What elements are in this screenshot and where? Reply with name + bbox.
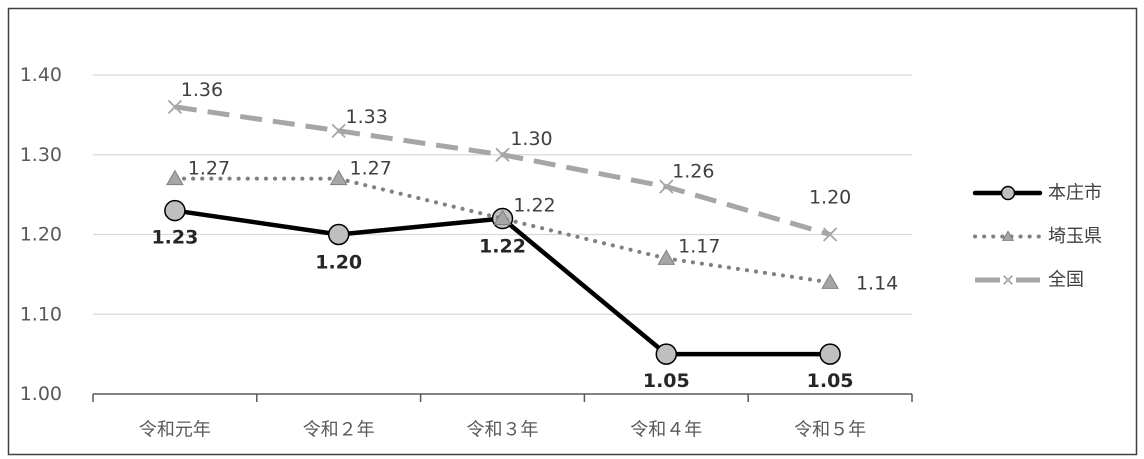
honjo-city-data-label: 1.22 [479, 236, 526, 258]
honjo-city-point [164, 199, 186, 222]
saitama-prefecture-data-label: 1.27 [350, 158, 392, 180]
honjo-city-data-label: 1.23 [151, 227, 198, 249]
nationwide-data-label: 1.30 [510, 128, 552, 150]
legend-item-honjo-city: 本庄市 [972, 183, 1102, 204]
honjo-city-data-label: 1.05 [807, 370, 854, 392]
saitama-prefecture-line [172, 176, 833, 285]
y-tick-label: 1.10 [20, 303, 62, 325]
legend-label: 全国 [1048, 270, 1084, 291]
x-tick-label: 令和５年 [794, 420, 866, 441]
saitama-prefecture-point [821, 273, 839, 289]
nationwide-point [167, 99, 183, 115]
y-tick-label: 1.20 [20, 224, 62, 246]
y-axis: 1.00 1.10 1.20 1.30 1.40 [20, 64, 62, 405]
legend-item-saitama-prefecture: 埼玉県 [973, 226, 1102, 247]
legend-label: 本庄市 [1048, 183, 1102, 204]
nationwide-point [331, 123, 346, 138]
saitama-prefecture-data-label: 1.22 [513, 195, 555, 217]
nationwide-data-label: 1.36 [181, 79, 223, 101]
saitama-prefecture-point [493, 209, 512, 226]
saitama-prefecture-point [329, 169, 348, 186]
series-layer [164, 99, 841, 365]
legend-swatch-marker [1001, 230, 1015, 241]
x-axis: 令和元年 令和２年 令和３年 令和４年 令和５年 [92, 393, 913, 441]
honjo-city-data-label: 1.20 [315, 252, 362, 274]
x-tick-label: 令和３年 [467, 420, 539, 441]
nationwide-point [822, 227, 838, 242]
legend-swatch-marker [1000, 185, 1016, 201]
saitama-prefecture-data-label: 1.17 [678, 235, 720, 257]
nationwide-series [167, 99, 838, 242]
honjo-city-point [819, 343, 841, 365]
data-labels: 1.23 1.20 1.22 1.05 1.05 1.27 1.27 1.22 1.17 1.14… [151, 79, 898, 392]
y-tick-label: 1.30 [20, 144, 62, 166]
chart-frame [7, 7, 1138, 456]
x-tick-label: 令和元年 [139, 420, 211, 441]
saitama-prefecture-data-label: 1.27 [188, 158, 230, 180]
nationwide-data-label: 1.26 [672, 161, 714, 183]
saitama-prefecture-series [166, 169, 839, 289]
nationwide-point [659, 179, 674, 194]
legend-label: 埼玉県 [1048, 226, 1102, 247]
y-tick-label: 1.00 [20, 383, 62, 405]
saitama-prefecture-data-label: 1.14 [856, 272, 898, 294]
nationwide-data-label: 1.33 [346, 106, 388, 128]
honjo-city-point [655, 343, 678, 365]
nationwide-data-label: 1.20 [809, 187, 851, 209]
legend-item-nationwide: 全国 [975, 270, 1084, 291]
x-tick-label: 令和２年 [303, 420, 375, 441]
saitama-prefecture-point [657, 249, 676, 265]
y-tick-label: 1.40 [20, 64, 62, 86]
honjo-city-data-label: 1.05 [643, 370, 690, 392]
honjo-city-point [327, 223, 350, 246]
x-tick-label: 令和４年 [630, 420, 702, 441]
legend-swatch-marker [1003, 275, 1013, 285]
nationwide-point [495, 147, 510, 162]
saitama-prefecture-point [166, 169, 184, 186]
